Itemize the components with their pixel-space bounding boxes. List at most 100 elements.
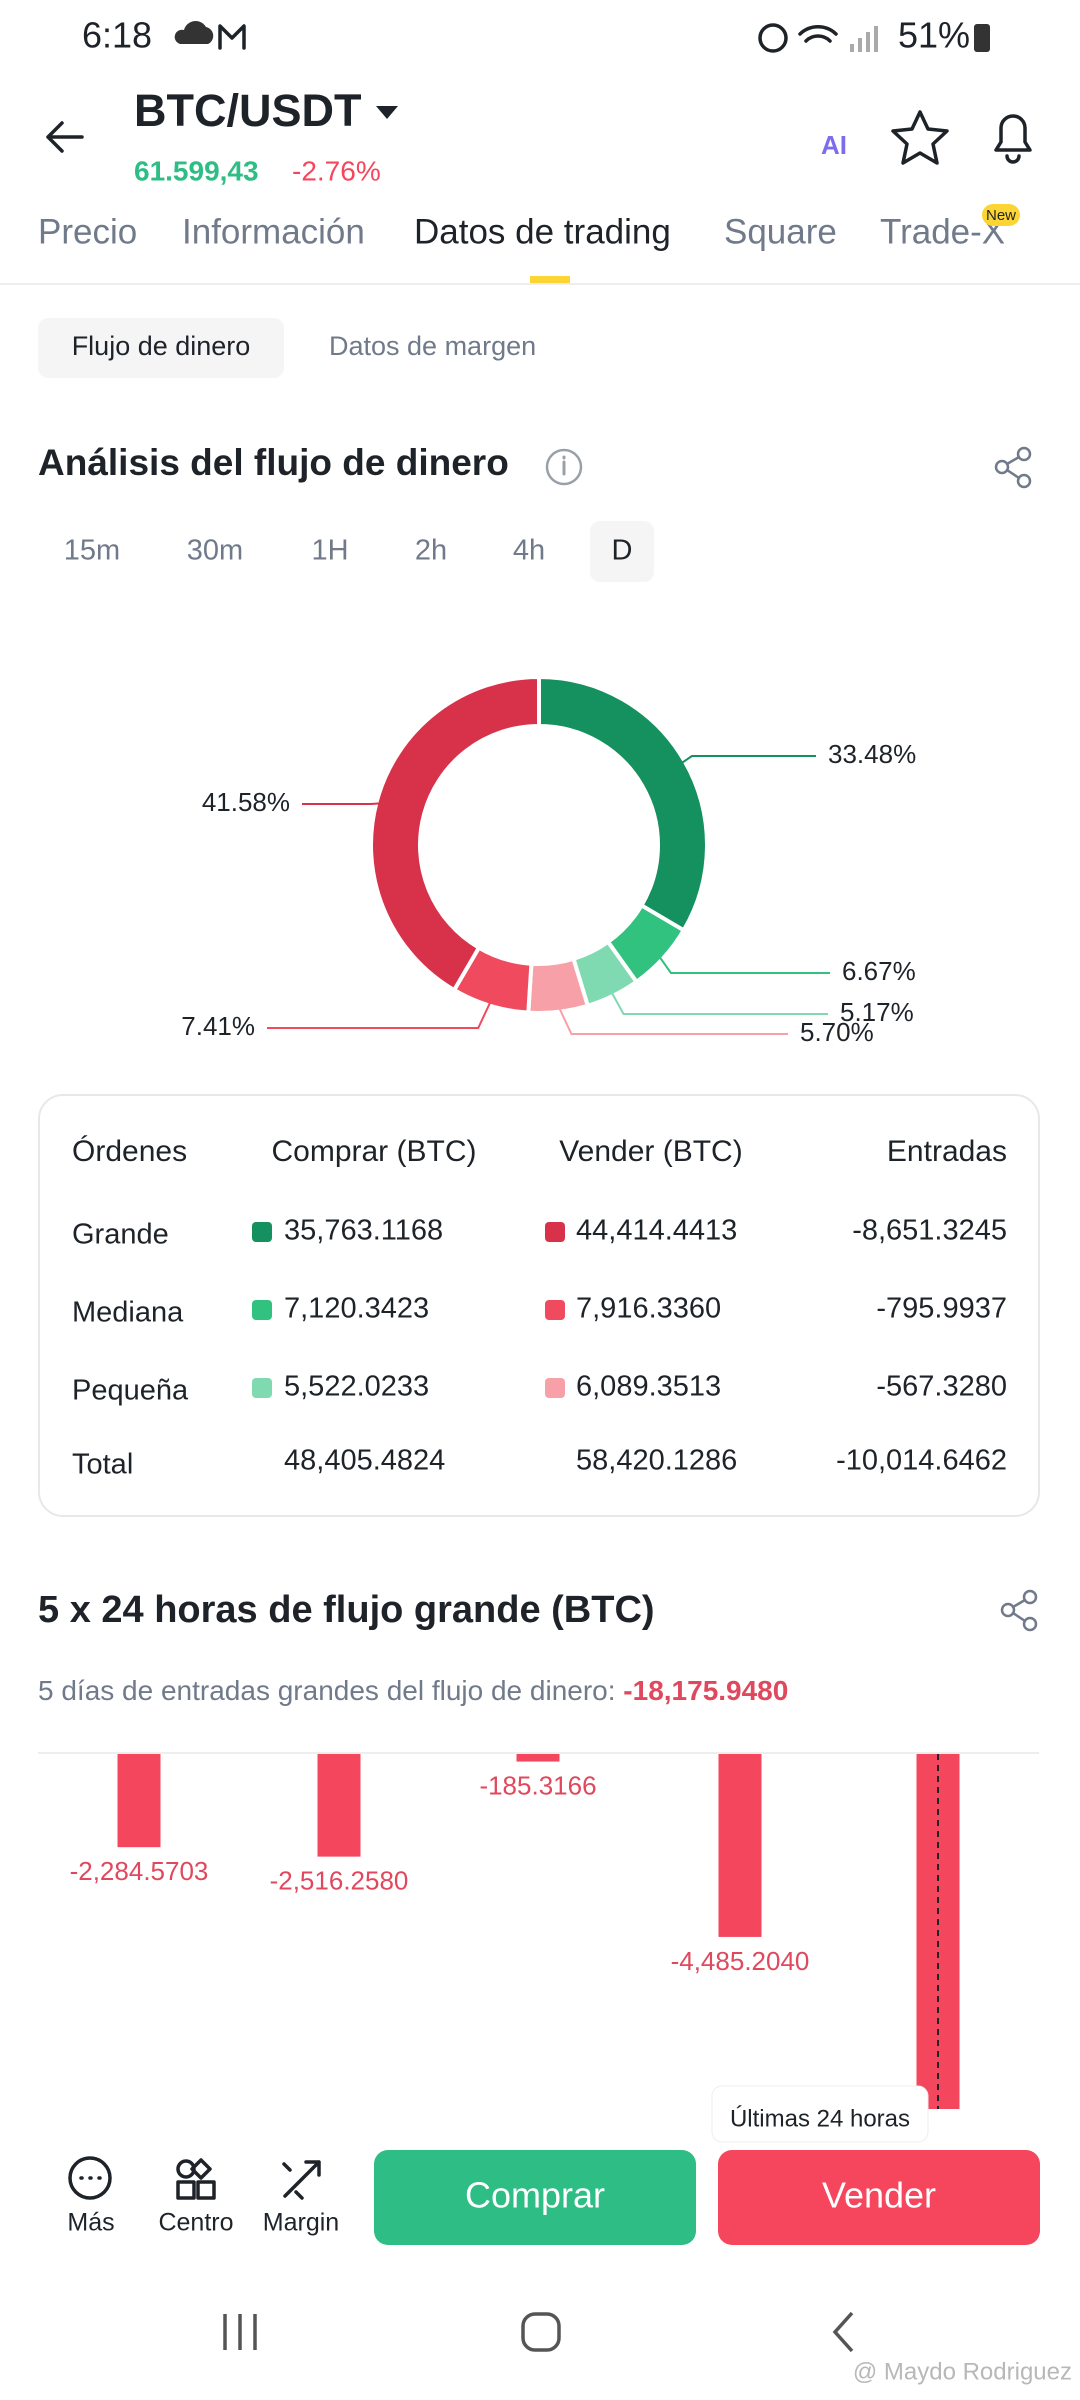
sell-button-text[interactable]: Vender (822, 2175, 936, 2216)
tab[interactable]: Precio (38, 212, 137, 251)
interval[interactable]: 2h (415, 535, 447, 567)
bar (718, 1754, 762, 1937)
pair-dropdown[interactable] (376, 106, 398, 119)
interval-list: 15m 30m 1H 2h 4h D (64, 535, 633, 567)
tab[interactable]: Square (724, 212, 837, 251)
watermark: @ Maydo Rodriguez (853, 2358, 1072, 2385)
pair-title[interactable]: BTC/USDT (134, 85, 361, 136)
bottom-item[interactable]: Centro (158, 2209, 233, 2237)
net-inflow: -795.9937 (876, 1293, 1007, 1325)
alert-button[interactable] (994, 114, 1032, 164)
donut-label: 6.67% (842, 956, 916, 986)
mail-icon (218, 24, 246, 50)
interval[interactable]: 15m (64, 535, 120, 567)
section-title: 5 x 24 horas de flujo grande (BTC) (38, 1589, 655, 1631)
new-badge (982, 204, 1020, 226)
center-icon[interactable] (176, 2158, 216, 2200)
subtab-active-bg (38, 318, 284, 378)
interval[interactable]: 4h (513, 535, 545, 567)
battery-icon (974, 24, 990, 52)
buy-amount: 48,405.4824 (284, 1445, 445, 1477)
bottom-item[interactable]: Más (67, 2209, 114, 2237)
tab[interactable]: Información (182, 212, 365, 251)
flow-table: Órdenes Comprar (BTC) Vender (BTC) Entradas… (72, 1135, 1007, 1481)
tooltip-box (711, 2085, 929, 2143)
buy-amount: 7,120.3423 (284, 1293, 429, 1325)
sell-amount: 6,089.3513 (576, 1371, 721, 1403)
donut-label: 33.48% (828, 739, 916, 769)
subtab[interactable]: Datos de margen (329, 331, 536, 361)
battery-text: 51% (898, 15, 970, 56)
last-price: 61.599,43 (134, 155, 259, 186)
sell-button[interactable] (718, 2150, 1040, 2245)
legend-swatch (252, 1378, 272, 1398)
legend-swatch (545, 1378, 565, 1398)
back-button[interactable] (46, 121, 84, 153)
sell-amount: 44,414.4413 (576, 1215, 737, 1247)
price-change: -2.76% (292, 155, 381, 186)
ai-button[interactable]: AI (821, 130, 847, 160)
table-header: Entradas (887, 1135, 1007, 1168)
buy-button[interactable] (374, 2150, 696, 2245)
new-badge-text: New (986, 207, 1016, 224)
donut-segment (369, 674, 541, 993)
interval[interactable]: 1H (311, 535, 348, 567)
tab-active[interactable]: Datos de trading (414, 212, 671, 251)
favorite-button[interactable] (891, 110, 949, 165)
legend-swatch (252, 1222, 272, 1242)
donut-label: 5.17% (840, 997, 914, 1027)
interval[interactable]: 30m (187, 535, 243, 567)
signal-icon (850, 26, 878, 52)
subtab-active[interactable]: Flujo de dinero (72, 331, 251, 361)
info-icon[interactable] (545, 448, 583, 486)
bar-value-label: -185.3166 (479, 1770, 596, 1800)
bar (117, 1754, 161, 1848)
recents-button[interactable] (223, 2314, 257, 2350)
table-header: Órdenes (72, 1135, 187, 1168)
alarm-icon (758, 23, 788, 53)
bar (317, 1754, 361, 1857)
donut-segment (537, 674, 709, 934)
bar-chart: -2,284.5703 -2,516.2580 -185.3166 -4,485.20… (70, 1754, 960, 2143)
share-button[interactable] (994, 446, 1032, 489)
buy-amount: 35,763.1168 (284, 1215, 443, 1247)
donut-chart: 33.48% 6.67% 5.17%5.70% 7.41% 41.58% (181, 674, 916, 1047)
bar (516, 1754, 560, 1762)
interval-active-bg (590, 521, 654, 582)
table-header: Vender (BTC) (559, 1135, 742, 1168)
bar-value-label: -2,516.2580 (270, 1865, 409, 1895)
bar-value-label: -2,284.5703 (70, 1856, 209, 1886)
nav-back-button[interactable] (832, 2311, 854, 2353)
home-button[interactable] (521, 2312, 561, 2352)
row-label: Grande (72, 1219, 169, 1251)
tooltip-text: Últimas 24 horas (730, 2105, 910, 2132)
legend-swatch (545, 1222, 565, 1242)
margin-icon[interactable] (282, 2160, 321, 2200)
buy-amount: 5,522.0233 (284, 1371, 429, 1403)
net-inflow: -567.3280 (876, 1371, 1007, 1403)
leader-line (556, 1003, 788, 1035)
leader-line (677, 755, 816, 767)
section-title: Análisis del flujo de dinero (38, 442, 509, 483)
net-inflow: -8,651.3245 (852, 1215, 1007, 1247)
table-header: Comprar (BTC) (271, 1135, 476, 1168)
donut-label: 5.70% (800, 1017, 874, 1047)
more-icon[interactable] (68, 2156, 112, 2200)
row-label: Total (72, 1449, 133, 1481)
leader-line (656, 952, 830, 974)
legend-swatch (545, 1300, 565, 1320)
donut-label: 7.41% (181, 1011, 255, 1041)
interval-active[interactable]: D (612, 535, 633, 567)
net-inflow: -10,014.6462 (836, 1445, 1007, 1477)
share-button[interactable] (1000, 1589, 1038, 1632)
bar-value-label: -4,485.2040 (671, 1946, 810, 1976)
wifi-icon (798, 25, 838, 43)
summary-value: -18,175.9480 (623, 1675, 788, 1706)
summary: 5 días de entradas grandes del flujo de … (38, 1675, 788, 1706)
sell-amount: 58,420.1286 (576, 1445, 737, 1477)
chart-baseline (38, 1752, 1039, 1754)
summary-label: 5 días de entradas grandes del flujo de … (38, 1675, 616, 1706)
bottom-item[interactable]: Margin (263, 2209, 339, 2237)
status-time: 6:18 (82, 15, 152, 56)
buy-button-text[interactable]: Comprar (465, 2175, 605, 2216)
